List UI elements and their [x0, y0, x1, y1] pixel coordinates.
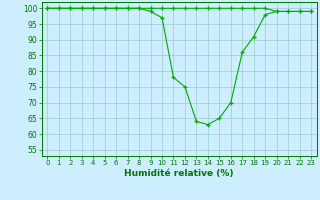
X-axis label: Humidité relative (%): Humidité relative (%) — [124, 169, 234, 178]
